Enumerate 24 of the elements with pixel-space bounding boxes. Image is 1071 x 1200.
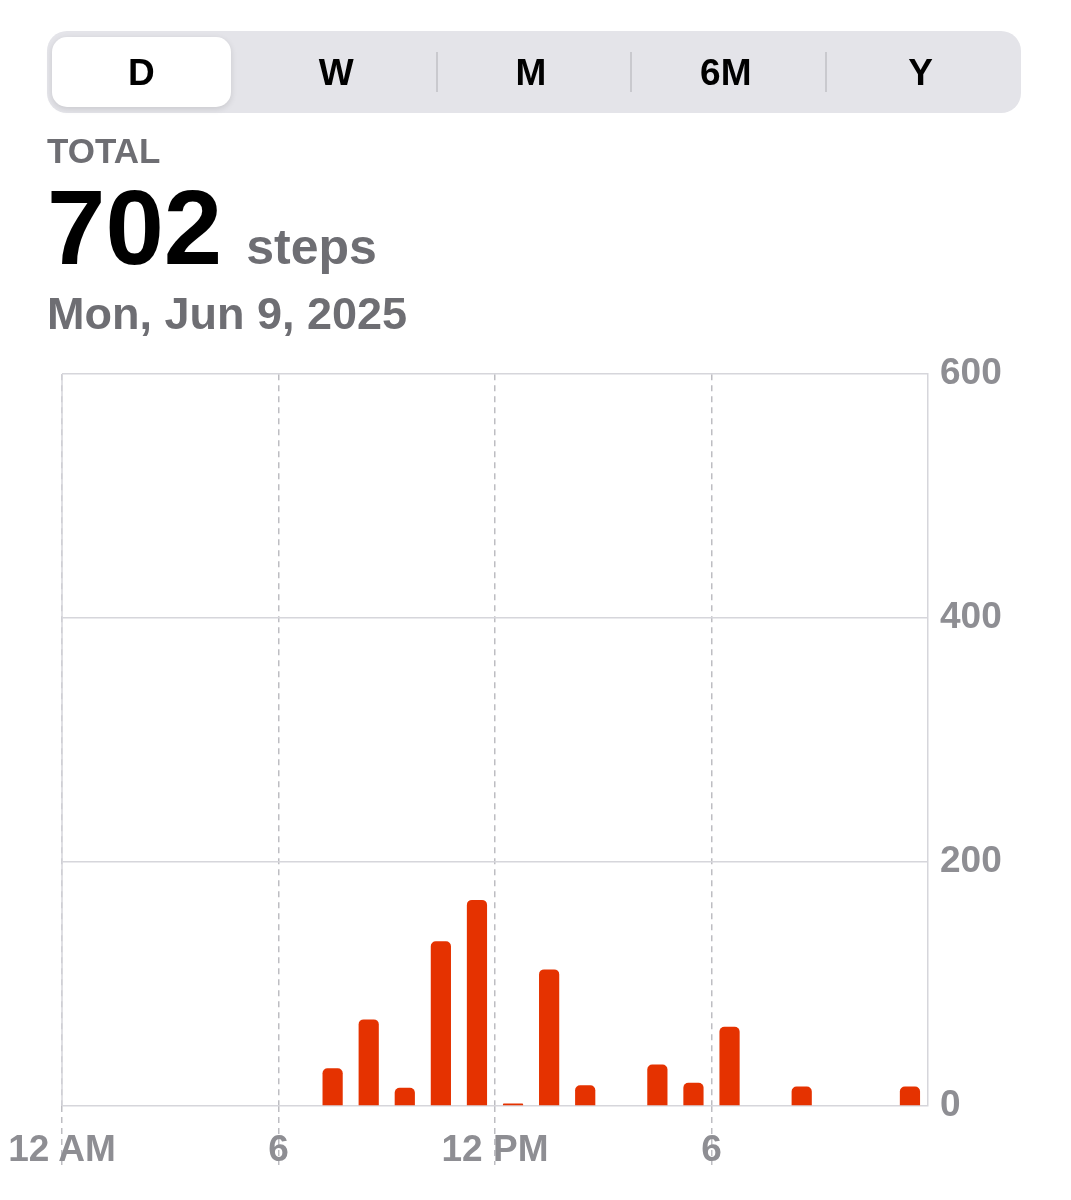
bar	[575, 1085, 596, 1106]
y-tick-label: 600	[940, 351, 1002, 393]
y-tick-label: 0	[940, 1083, 961, 1125]
bar	[791, 1086, 812, 1106]
y-tick-label: 400	[940, 595, 1002, 637]
bar	[683, 1082, 704, 1106]
y-tick-label: 200	[940, 839, 1002, 881]
bar	[647, 1064, 668, 1106]
x-tick-label: 12 AM	[8, 1128, 116, 1170]
bar	[322, 1068, 343, 1106]
bar	[539, 969, 560, 1106]
bar	[394, 1087, 415, 1106]
segmented-control: D W M 6M Y	[47, 31, 1021, 113]
text: TOTAL	[47, 131, 161, 170]
bar	[430, 941, 451, 1106]
bar	[358, 1019, 379, 1106]
bar	[899, 1086, 921, 1106]
x-tick-label: 12 PM	[441, 1128, 549, 1170]
x-tick-label: 6	[268, 1128, 289, 1170]
bar	[466, 899, 488, 1106]
chart-subtitle: Mon, Jun 9, 2025	[47, 288, 408, 339]
x-tick-label: 6	[701, 1128, 722, 1170]
bar	[719, 1026, 740, 1106]
chart-title: 702 steps	[47, 169, 377, 286]
